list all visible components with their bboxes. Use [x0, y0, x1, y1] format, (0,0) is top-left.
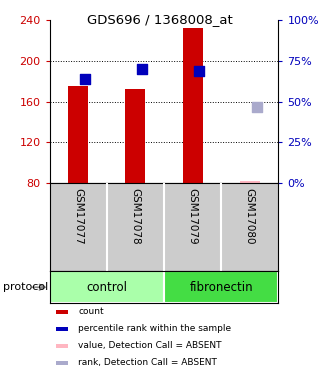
Point — [254, 104, 259, 110]
Bar — [164, 271, 278, 303]
Text: control: control — [86, 281, 127, 294]
Point — [83, 76, 88, 82]
Bar — [240, 181, 260, 183]
Text: GSM17077: GSM17077 — [73, 188, 83, 244]
Bar — [68, 86, 88, 183]
Text: count: count — [78, 307, 104, 316]
Bar — [125, 89, 145, 183]
Text: fibronectin: fibronectin — [189, 281, 253, 294]
Text: GDS696 / 1368008_at: GDS696 / 1368008_at — [87, 13, 233, 26]
Text: percentile rank within the sample: percentile rank within the sample — [78, 324, 232, 333]
Text: protocol: protocol — [3, 282, 48, 292]
Text: value, Detection Call = ABSENT: value, Detection Call = ABSENT — [78, 341, 222, 350]
Text: GSM17079: GSM17079 — [188, 188, 198, 244]
Point — [140, 66, 145, 72]
Bar — [183, 28, 203, 183]
Bar — [50, 271, 164, 303]
Text: GSM17078: GSM17078 — [131, 188, 140, 244]
Text: rank, Detection Call = ABSENT: rank, Detection Call = ABSENT — [78, 358, 217, 367]
Text: GSM17080: GSM17080 — [245, 188, 255, 244]
Point — [197, 68, 202, 74]
